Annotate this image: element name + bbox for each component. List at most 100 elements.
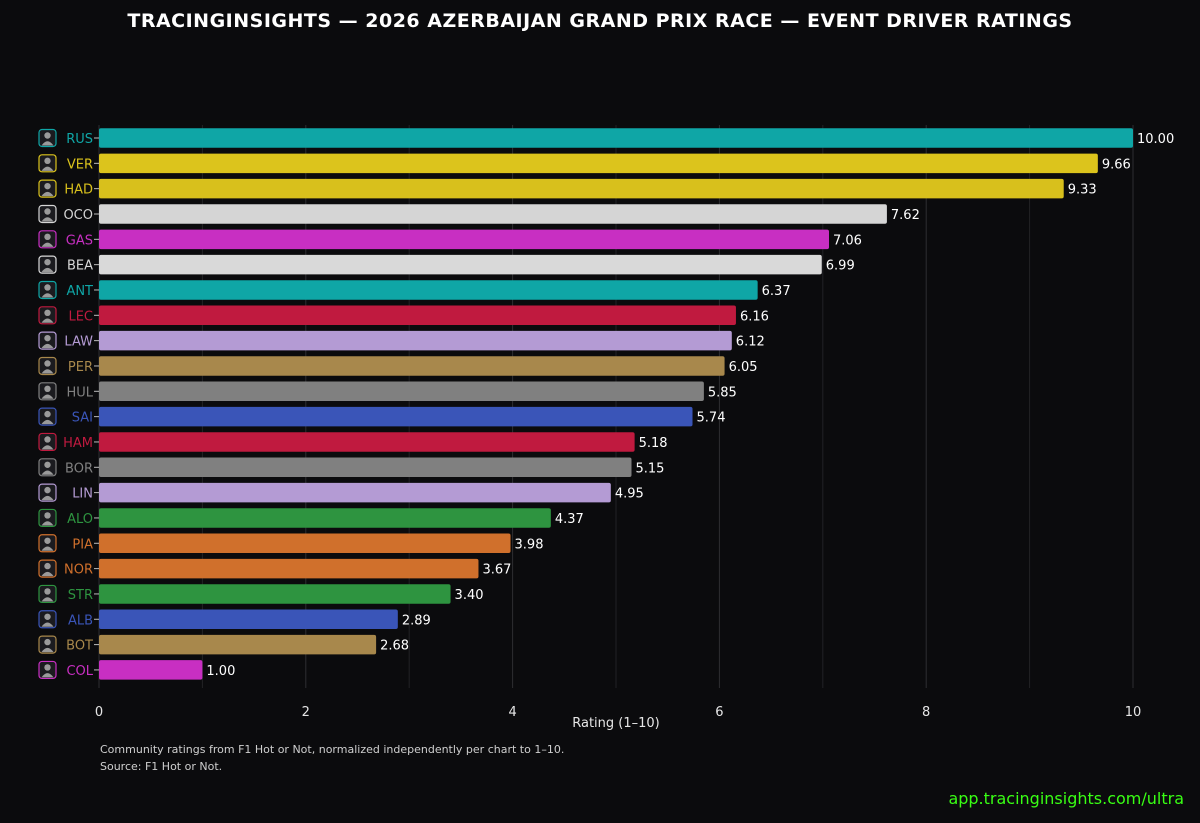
x-tick-label: 6 bbox=[715, 705, 723, 720]
bar-value-label: 4.95 bbox=[615, 487, 644, 502]
driver-head-silhouette bbox=[44, 208, 51, 215]
driver-head-silhouette bbox=[44, 436, 51, 443]
bar bbox=[99, 634, 377, 655]
driver-body-silhouette bbox=[41, 495, 54, 501]
bar-value-label: 3.40 bbox=[455, 588, 484, 603]
bar-value-label: 5.74 bbox=[697, 411, 726, 426]
driver-head-silhouette bbox=[44, 360, 51, 367]
driver-body-silhouette bbox=[41, 546, 54, 551]
driver-label: PER bbox=[68, 360, 93, 375]
bar-value-label: 5.85 bbox=[708, 385, 737, 400]
driver-body-silhouette bbox=[41, 647, 54, 653]
driver-label: RUS bbox=[66, 132, 93, 147]
driver-head-silhouette bbox=[44, 588, 51, 595]
driver-head-silhouette bbox=[44, 638, 51, 646]
driver-head-silhouette bbox=[44, 410, 51, 418]
driver-head-silhouette bbox=[44, 562, 51, 570]
driver-label: LEC bbox=[68, 309, 93, 324]
bar bbox=[99, 508, 551, 528]
driver-head-silhouette bbox=[44, 233, 51, 241]
bar bbox=[99, 432, 635, 452]
driver-label: STR bbox=[68, 588, 93, 603]
bar-value-label: 9.66 bbox=[1102, 157, 1131, 172]
driver-label: HAD bbox=[64, 183, 93, 198]
driver-label: COL bbox=[66, 664, 93, 679]
driver-label: VER bbox=[67, 157, 93, 172]
driver-head-silhouette bbox=[44, 157, 51, 165]
bar bbox=[99, 305, 736, 326]
driver-body-silhouette bbox=[41, 445, 54, 450]
bar bbox=[99, 406, 693, 427]
driver-body-silhouette bbox=[41, 571, 54, 577]
driver-body-silhouette bbox=[41, 521, 54, 526]
bar bbox=[99, 153, 1098, 174]
driver-body-silhouette bbox=[41, 267, 54, 273]
x-tick-label: 8 bbox=[922, 705, 930, 720]
bar-value-label: 4.37 bbox=[555, 512, 584, 527]
driver-label: OCO bbox=[63, 208, 93, 223]
driver-body-silhouette bbox=[41, 622, 54, 627]
footnote-line-1: Community ratings from F1 Hot or Not, no… bbox=[100, 743, 565, 756]
driver-label: GAS bbox=[66, 233, 93, 248]
bar-value-label: 10.00 bbox=[1137, 132, 1174, 147]
bar bbox=[99, 356, 725, 376]
driver-body-silhouette bbox=[41, 673, 54, 678]
driver-head-silhouette bbox=[44, 258, 51, 266]
bar bbox=[99, 204, 887, 224]
driver-label: NOR bbox=[64, 563, 93, 578]
driver-body-silhouette bbox=[41, 141, 54, 146]
bar bbox=[99, 457, 632, 478]
bar-value-label: 6.99 bbox=[826, 259, 855, 274]
driver-label: PIA bbox=[72, 537, 93, 552]
driver-label: BOR bbox=[65, 461, 93, 476]
driver-body-silhouette bbox=[41, 369, 54, 374]
bar-value-label: 6.16 bbox=[740, 309, 769, 324]
bar-value-label: 5.18 bbox=[639, 436, 668, 451]
driver-head-silhouette bbox=[44, 132, 51, 139]
x-axis-label: Rating (1–10) bbox=[572, 716, 660, 731]
driver-label: BEA bbox=[67, 259, 93, 274]
chart-title: TRACINGINSIGHTS — 2026 AZERBAIJAN GRAND … bbox=[127, 10, 1073, 32]
bar-value-label: 1.00 bbox=[206, 664, 235, 679]
bar-value-label: 3.67 bbox=[482, 563, 511, 578]
driver-body-silhouette bbox=[41, 470, 54, 475]
driver-body-silhouette bbox=[41, 419, 54, 425]
x-tick-label: 4 bbox=[508, 705, 516, 720]
driver-head-silhouette bbox=[44, 512, 51, 519]
x-tick-label: 0 bbox=[95, 705, 103, 720]
bar bbox=[99, 330, 732, 351]
driver-label: SAI bbox=[72, 411, 93, 426]
x-tick-label: 10 bbox=[1125, 705, 1142, 720]
x-tick-label: 2 bbox=[302, 705, 310, 720]
driver-head-silhouette bbox=[44, 385, 51, 392]
driver-label: HUL bbox=[66, 385, 93, 400]
watermark-link[interactable]: app.tracinginsights.com/ultra bbox=[948, 789, 1184, 808]
bar-value-label: 2.89 bbox=[402, 613, 431, 628]
bar-value-label: 6.37 bbox=[762, 284, 791, 299]
driver-label: LAW bbox=[64, 335, 93, 350]
bar bbox=[99, 609, 398, 630]
bar bbox=[99, 660, 203, 680]
footnote: Community ratings from F1 Hot or Not, no… bbox=[100, 741, 564, 775]
driver-head-silhouette bbox=[44, 664, 51, 671]
driver-label: LIN bbox=[72, 487, 93, 502]
bar-value-label: 7.62 bbox=[891, 208, 920, 223]
driver-head-silhouette bbox=[44, 461, 51, 468]
bar-value-label: 5.15 bbox=[636, 461, 665, 476]
bar-value-label: 9.33 bbox=[1068, 183, 1097, 198]
bar bbox=[99, 533, 511, 554]
bar bbox=[99, 381, 704, 402]
bar bbox=[99, 280, 758, 300]
driver-body-silhouette bbox=[41, 343, 54, 349]
bar bbox=[99, 229, 830, 250]
bar-value-label: 3.98 bbox=[515, 537, 544, 552]
driver-head-silhouette bbox=[44, 309, 51, 317]
driver-label: BOT bbox=[66, 639, 93, 654]
bar-value-label: 6.12 bbox=[736, 335, 765, 350]
driver-body-silhouette bbox=[41, 166, 54, 171]
bar bbox=[99, 584, 451, 604]
driver-head-silhouette bbox=[44, 537, 51, 544]
footnote-line-2: Source: F1 Hot or Not. bbox=[100, 760, 223, 773]
driver-body-silhouette bbox=[41, 597, 54, 602]
